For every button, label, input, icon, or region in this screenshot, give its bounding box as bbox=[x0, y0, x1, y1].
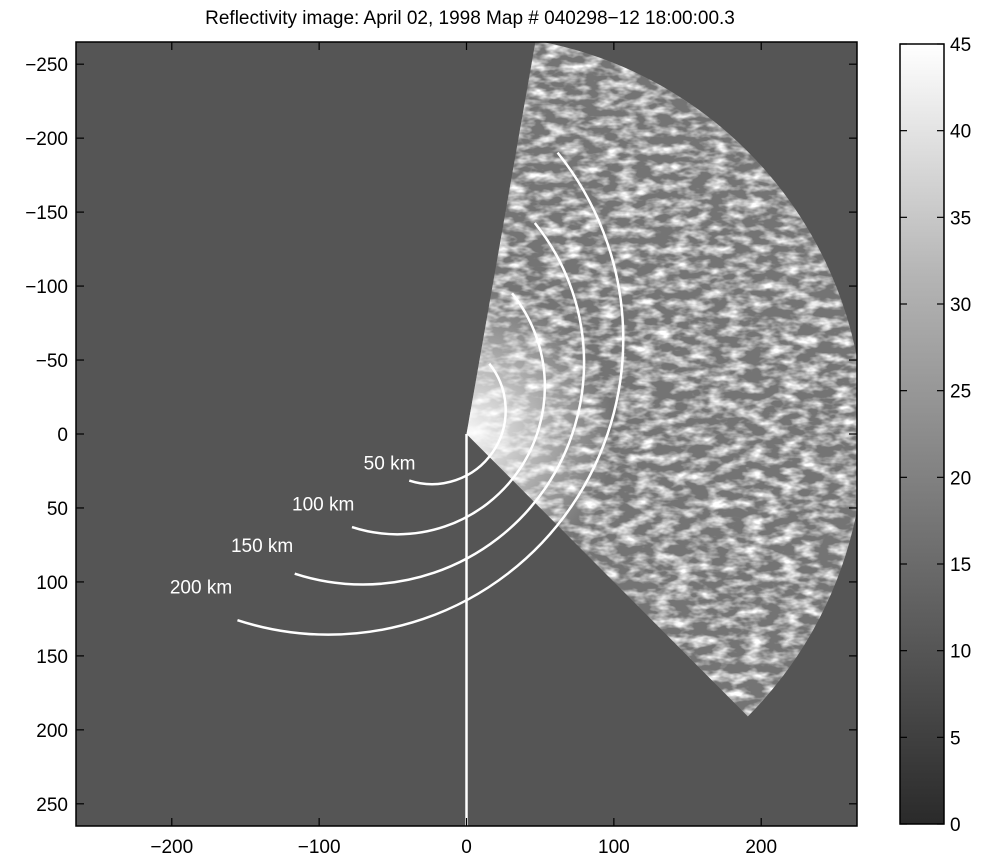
y-tick-label: 200 bbox=[36, 721, 68, 742]
y-tick-label: 50 bbox=[47, 499, 68, 520]
colorbar-tick-label: 20 bbox=[950, 468, 971, 489]
colorbar bbox=[899, 43, 945, 825]
y-tick-label: −250 bbox=[25, 55, 68, 76]
y-tick-label: −100 bbox=[25, 277, 68, 298]
colorbar-tick-label: 30 bbox=[950, 295, 971, 316]
y-tick-label: 250 bbox=[36, 795, 68, 816]
range-ring-100 bbox=[351, 292, 547, 536]
range-rings: 50 km 100 km 150 km 200 km bbox=[170, 151, 625, 636]
colorbar-tick-label: 10 bbox=[950, 642, 971, 663]
y-tick-label: −50 bbox=[36, 351, 68, 372]
range-ring-label-50: 50 km bbox=[364, 453, 416, 474]
y-axis: −250 −200 −150 −100 −50 0 50 100 150 200 250 bbox=[25, 55, 857, 816]
colorbar-axis: 0 5 10 15 20 25 30 35 40 45 bbox=[900, 35, 971, 836]
x-tick-label: 0 bbox=[461, 837, 472, 858]
colorbar-tick-label: 25 bbox=[950, 382, 971, 403]
range-ring-150 bbox=[294, 222, 586, 586]
colorbar-tick-label: 45 bbox=[950, 35, 971, 56]
y-tick-label: −150 bbox=[25, 203, 68, 224]
x-tick-label: −200 bbox=[150, 837, 193, 858]
y-tick-label: −200 bbox=[25, 129, 68, 150]
range-ring-label-150: 150 km bbox=[231, 536, 293, 557]
y-tick-label: 150 bbox=[36, 647, 68, 668]
y-tick-label: 100 bbox=[36, 573, 68, 594]
colorbar-tick-label: 15 bbox=[950, 555, 971, 576]
x-tick-label: 200 bbox=[745, 837, 777, 858]
x-tick-label: 100 bbox=[598, 837, 630, 858]
colorbar-tick-label: 0 bbox=[950, 815, 961, 836]
x-tick-label: −100 bbox=[298, 837, 341, 858]
range-ring-200 bbox=[237, 151, 625, 636]
y-tick-label: 0 bbox=[57, 425, 68, 446]
near-range-glow bbox=[466, 286, 614, 582]
range-ring-50 bbox=[408, 362, 507, 486]
colorbar-tick-label: 35 bbox=[950, 208, 971, 229]
range-ring-label-100: 100 km bbox=[292, 495, 354, 516]
x-axis: −200 −100 0 100 200 bbox=[150, 42, 777, 858]
colorbar-tick-label: 40 bbox=[950, 122, 971, 143]
chart-title: Reflectivity image: April 02, 1998 Map #… bbox=[205, 8, 735, 29]
range-ring-label-200: 200 km bbox=[170, 577, 232, 598]
colorbar-tick-label: 5 bbox=[950, 728, 961, 749]
